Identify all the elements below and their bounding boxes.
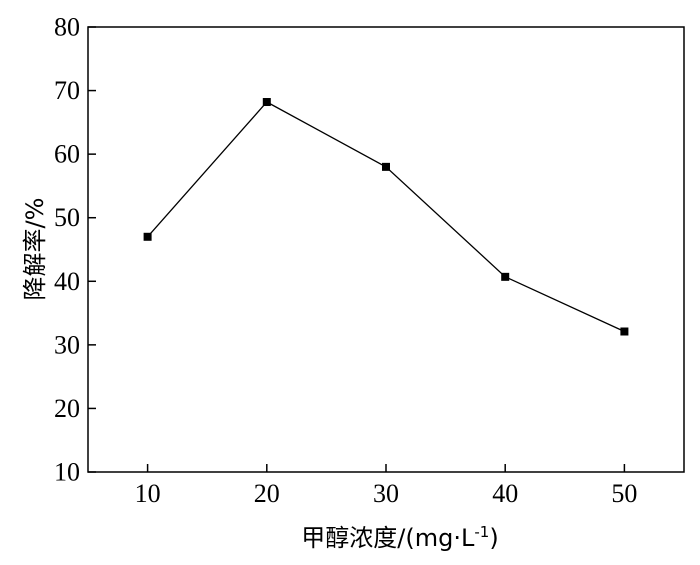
x-axis-tick-labels: 10 20 30 40 50 [135, 479, 638, 508]
data-point [382, 162, 390, 171]
series-group [143, 98, 629, 336]
y-tick-label: 70 [54, 76, 80, 105]
plot-frame [87, 26, 685, 473]
x-axis-title-main: 甲醇浓度/(mg·L [301, 524, 475, 552]
x-axis-title: 甲醇浓度/(mg·L-1) [301, 523, 498, 552]
x-axis-title-suffix: ) [489, 524, 498, 552]
y-tick-label: 20 [54, 394, 80, 423]
data-point [501, 272, 510, 281]
y-axis-ticks [88, 26, 96, 473]
x-tick-label: 40 [492, 479, 518, 508]
data-point [143, 232, 152, 241]
y-tick-label: 50 [54, 203, 80, 232]
x-tick-label: 10 [135, 479, 161, 508]
y-tick-label: 10 [54, 458, 80, 487]
data-point [620, 327, 629, 336]
x-axis-title-superscript: -1 [474, 523, 489, 541]
x-tick-label: 30 [373, 479, 399, 508]
series-line [147, 101, 625, 333]
y-tick-label: 30 [54, 330, 80, 359]
y-tick-label: 80 [54, 13, 80, 42]
data-point [262, 98, 271, 107]
y-tick-label: 40 [54, 267, 80, 296]
y-tick-label: 60 [54, 140, 80, 169]
x-axis-ticks [146, 464, 626, 472]
y-axis-tick-labels: 10 20 30 40 50 60 70 80 [54, 13, 80, 487]
x-tick-label: 20 [254, 479, 280, 508]
x-tick-label: 50 [611, 479, 637, 508]
y-axis-title: 降解率/% [21, 198, 49, 301]
